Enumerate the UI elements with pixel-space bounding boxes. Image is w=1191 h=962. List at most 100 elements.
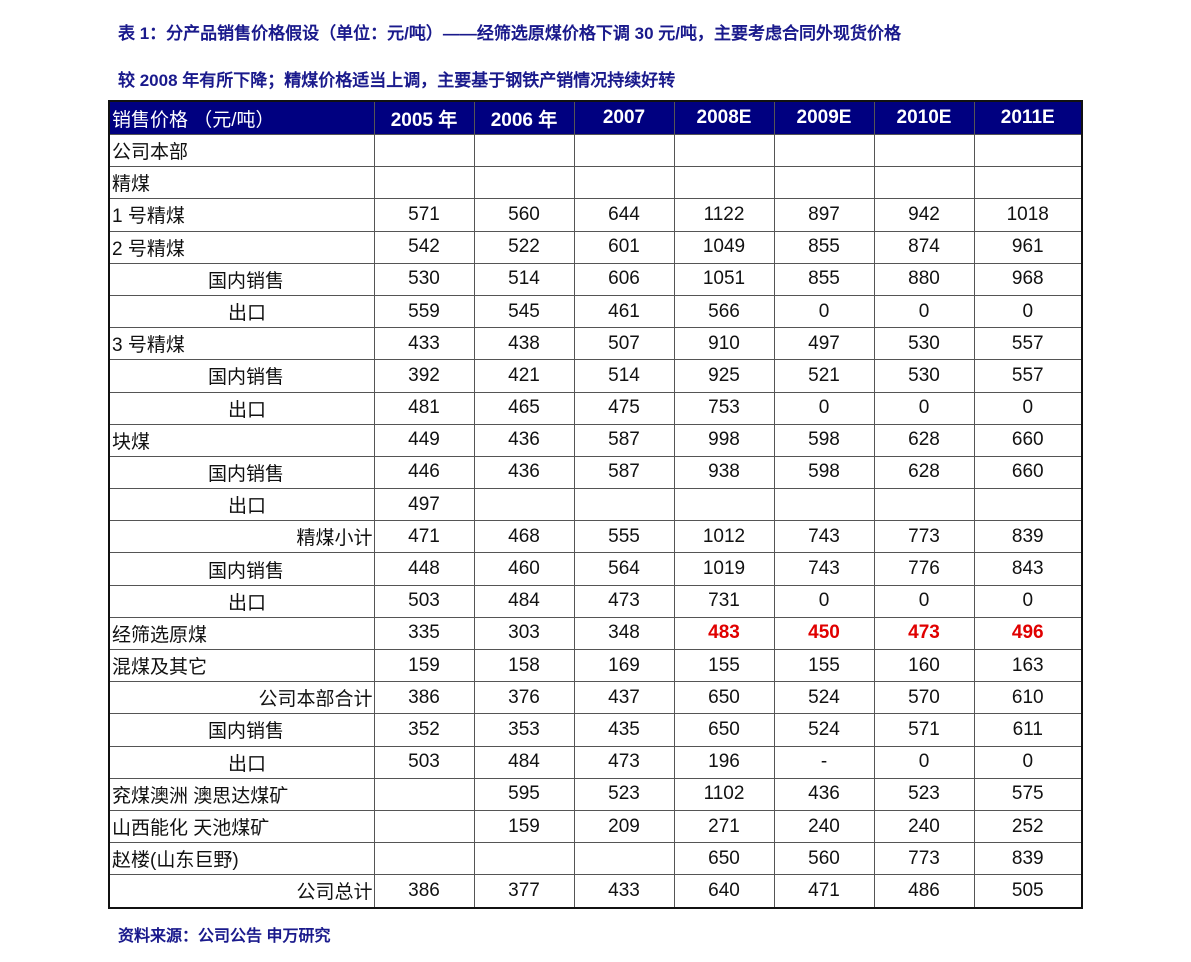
table-cell — [873, 488, 975, 522]
table-cell: 938 — [673, 455, 775, 490]
table-cell: - — [773, 745, 875, 779]
table-row: 公司总计 386 377 433 640 471 486 505 — [108, 874, 1083, 908]
table-cell: 644 — [573, 198, 675, 232]
row-label: 出口 — [108, 488, 375, 522]
table-cell: 0 — [973, 584, 1083, 618]
table-cell — [973, 488, 1083, 522]
table-cell: 514 — [473, 262, 575, 296]
table-cell: 497 — [373, 488, 475, 522]
table-cell: 449 — [373, 423, 475, 457]
table-cell: 436 — [773, 777, 875, 811]
table-cell: 571 — [373, 198, 475, 232]
table-row: 精煤小计 471 468 555 1012 743 773 839 — [108, 520, 1083, 554]
table-cell: 421 — [473, 359, 575, 393]
row-label: 公司本部合计 — [108, 681, 375, 715]
table-cell: 503 — [373, 584, 475, 618]
table-cell: 377 — [473, 874, 575, 908]
row-label: 精煤 — [108, 166, 375, 200]
table-cell: 571 — [873, 713, 975, 747]
table-cell: 481 — [373, 391, 475, 425]
table-cell: 1102 — [673, 777, 775, 811]
table-cell — [873, 133, 975, 168]
table-cell — [373, 842, 475, 876]
table-cell: 530 — [373, 262, 475, 296]
table-cell: 660 — [973, 455, 1083, 490]
table-cell: 163 — [973, 648, 1083, 683]
table-cell — [773, 133, 875, 168]
table-cell: 942 — [873, 198, 975, 232]
table-row: 国内销售 448 460 564 1019 743 776 843 — [108, 552, 1083, 586]
table-cell: 595 — [473, 777, 575, 811]
row-label: 混煤及其它 — [108, 648, 375, 683]
table-cell: 0 — [773, 294, 875, 329]
table-cell: 731 — [673, 584, 775, 618]
table-cell: 557 — [973, 359, 1083, 393]
table-row: 3 号精煤 433 438 507 910 497 530 557 — [108, 327, 1083, 361]
price-table: 销售价格 （元/吨） 2005 年 2006 年 2007 2008E 2009E 2010… — [108, 100, 1083, 909]
row-label: 3 号精煤 — [108, 327, 375, 361]
table-cell — [973, 133, 1083, 168]
table-header-row: 销售价格 （元/吨） 2005 年 2006 年 2007 2008E 2009E 2010… — [108, 100, 1083, 135]
table-row: 公司本部合计 386 376 437 650 524 570 610 — [108, 681, 1083, 715]
table-row: 国内销售 392 421 514 925 521 530 557 — [108, 359, 1083, 393]
table-cell — [773, 488, 875, 522]
table-cell — [673, 133, 775, 168]
table-cell: 348 — [573, 616, 675, 651]
table-cell: 271 — [673, 809, 775, 844]
table-cell: 1049 — [673, 230, 775, 264]
table-cell: 461 — [573, 294, 675, 329]
table-cell: 570 — [873, 681, 975, 715]
table-cell: 598 — [773, 455, 875, 490]
table-cell: 209 — [573, 809, 675, 844]
column-header: 2011E — [973, 100, 1083, 135]
column-header: 2006 年 — [473, 100, 575, 135]
table-cell: 855 — [773, 262, 875, 296]
table-row: 出口 559 545 461 566 0 0 0 — [108, 294, 1083, 329]
table-cell: 1018 — [973, 198, 1083, 232]
table-cell: 484 — [473, 745, 575, 779]
table-cell — [573, 842, 675, 876]
table-cell: 155 — [773, 648, 875, 683]
table-cell: 587 — [573, 423, 675, 457]
table-row: 精煤 — [108, 166, 1083, 200]
table-cell — [773, 166, 875, 200]
table-cell: 450 — [773, 616, 875, 651]
table-cell: 628 — [873, 455, 975, 490]
table-cell: 473 — [573, 584, 675, 618]
table-cell: 468 — [473, 520, 575, 554]
table-row: 国内销售 352 353 435 650 524 571 611 — [108, 713, 1083, 747]
table-cell — [473, 133, 575, 168]
table-cell: 598 — [773, 423, 875, 457]
table-cell: 640 — [673, 874, 775, 908]
table-cell: 611 — [973, 713, 1083, 747]
table-row: 2 号精煤 542 522 601 1049 855 874 961 — [108, 230, 1083, 264]
table-cell: 523 — [873, 777, 975, 811]
table-cell: 880 — [873, 262, 975, 296]
table-cell: 158 — [473, 648, 575, 683]
table-cell: 503 — [373, 745, 475, 779]
table-cell — [473, 166, 575, 200]
table-cell: 0 — [773, 391, 875, 425]
table-cell: 471 — [373, 520, 475, 554]
table-cell: 252 — [973, 809, 1083, 844]
table-cell: 460 — [473, 552, 575, 586]
table-cell: 650 — [673, 681, 775, 715]
table-cell: 560 — [473, 198, 575, 232]
table-cell: 160 — [873, 648, 975, 683]
table-row: 国内销售 446 436 587 938 598 628 660 — [108, 455, 1083, 490]
table-cell: 507 — [573, 327, 675, 361]
table-cell — [373, 809, 475, 844]
table-cell: 386 — [373, 874, 475, 908]
table-cell: 473 — [573, 745, 675, 779]
table-cell: 433 — [373, 327, 475, 361]
column-header: 2005 年 — [373, 100, 475, 135]
table-cell: 575 — [973, 777, 1083, 811]
row-label: 国内销售 — [108, 455, 375, 490]
row-label: 国内销售 — [108, 262, 375, 296]
table-cell — [573, 166, 675, 200]
table-cell: 1122 — [673, 198, 775, 232]
row-label: 兖煤澳洲 澳思达煤矿 — [108, 777, 375, 811]
table-cell: 773 — [873, 842, 975, 876]
table-cell: 436 — [473, 455, 575, 490]
table-cell: 998 — [673, 423, 775, 457]
